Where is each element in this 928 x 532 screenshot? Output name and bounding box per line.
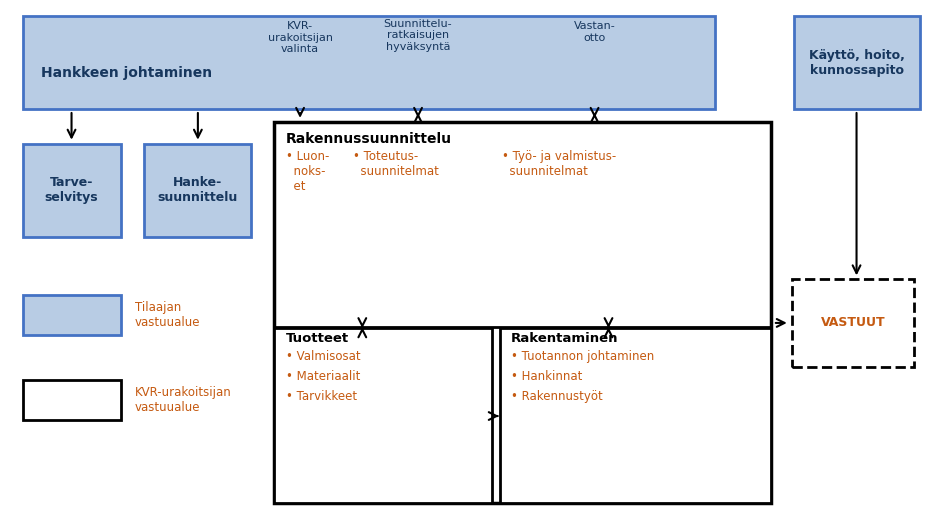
Text: • Tuotannon johtaminen
• Hankinnat
• Rakennustyöt: • Tuotannon johtaminen • Hankinnat • Rak… [510,350,653,403]
Text: Vastan-
otto: Vastan- otto [574,21,614,43]
Text: Käyttö, hoito,
kunnossapito: Käyttö, hoito, kunnossapito [807,49,904,77]
Text: Rakentaminen: Rakentaminen [510,332,618,345]
Bar [23,295,121,335]
Bar [144,144,251,237]
Text: VASTUUT: VASTUUT [819,317,884,329]
Bar [23,380,121,420]
Text: KVR-
urakoitsijan
valinta: KVR- urakoitsijan valinta [267,21,332,54]
Bar [23,144,121,237]
Text: Hanke-
suunnittelu: Hanke- suunnittelu [158,176,238,204]
Text: Tuotteet: Tuotteet [286,332,349,345]
Text: KVR-urakoitsijan
vastuualue: KVR-urakoitsijan vastuualue [135,386,231,414]
Text: • Työ- ja valmistus-
  suunnitelmat: • Työ- ja valmistus- suunnitelmat [501,150,615,178]
Bar [274,328,492,503]
Text: Tilaajan
vastuualue: Tilaajan vastuualue [135,301,200,329]
Text: Rakennussuunnittelu: Rakennussuunnittelu [286,132,452,146]
Bar [793,16,919,109]
Bar [499,328,770,503]
Text: • Luon-
  noks-
  et: • Luon- noks- et [286,150,329,193]
Bar [274,122,770,503]
Text: Hankkeen johtaminen: Hankkeen johtaminen [41,66,212,80]
Bar [23,16,715,109]
Text: • Toteutus-
  suunnitelmat: • Toteutus- suunnitelmat [353,150,438,178]
Text: • Valmisosat
• Materiaalit
• Tarvikkeet: • Valmisosat • Materiaalit • Tarvikkeet [286,350,360,403]
Text: Suunnittelu-
ratkaisujen
hyväksyntä: Suunnittelu- ratkaisujen hyväksyntä [383,19,452,52]
Text: Tarve-
selvitys: Tarve- selvitys [45,176,98,204]
Bar [791,279,913,367]
